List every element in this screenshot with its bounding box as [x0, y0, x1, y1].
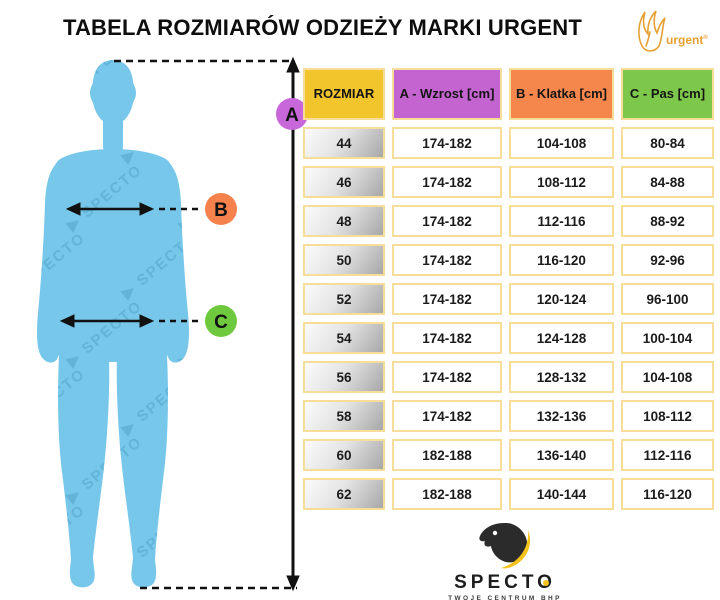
height-measure-a [114, 56, 300, 592]
watermark-text: ▶ SPECTO [175, 433, 258, 507]
column-header: A - Wzrost [cm] [392, 68, 502, 120]
watermark-text: ▶ SPECTO [0, 55, 34, 99]
value-cell: 84-88 [621, 166, 714, 198]
page-title: TABELA ROZMIARÓW ODZIEŻY MARKI URGENT [62, 15, 583, 40]
value-cell: 174-182 [392, 322, 502, 354]
value-cell: 132-136 [509, 400, 614, 432]
badge-a-label: A [285, 105, 299, 126]
footer-tagline: TWOJE CENTRUM BHP [448, 595, 562, 600]
value-cell: 174-182 [392, 127, 502, 159]
value-cell: 112-116 [509, 205, 614, 237]
value-cell: 140-144 [509, 478, 614, 510]
value-cell: 92-96 [621, 244, 714, 276]
value-cell: 80-84 [621, 127, 714, 159]
badge-c-circle [205, 305, 237, 337]
body-silhouette [37, 60, 189, 588]
value-cell: 174-182 [392, 244, 502, 276]
value-cell: 108-112 [621, 400, 714, 432]
watermark-text: ▶ SPECTO [230, 501, 310, 575]
value-cell: 104-108 [509, 127, 614, 159]
value-cell: 104-108 [621, 361, 714, 393]
value-cell: 108-112 [509, 166, 614, 198]
watermark-text: ▶ SPECTO [0, 297, 34, 371]
value-cell: 124-128 [509, 322, 614, 354]
watermark-text: ▶ SPECTO [230, 229, 310, 303]
footer-logo-text: SPECTO [454, 572, 556, 593]
arrow-right-icon [139, 202, 155, 216]
watermark-text: ▶ SPECTO [230, 365, 310, 439]
brand-name-text: urgent® [666, 33, 708, 47]
size-table: ROZMIAR A - Wzrost [cm] B - Klatka [cm] C -… [303, 68, 715, 510]
arrow-right-icon [139, 314, 155, 328]
size-cell: 46 [303, 166, 385, 198]
waist-measure-c [59, 314, 203, 328]
badge-c-label: C [214, 312, 228, 333]
value-cell: 100-104 [621, 322, 714, 354]
value-cell: 128-132 [509, 361, 614, 393]
badge-c: C [205, 305, 237, 337]
size-cell: 58 [303, 400, 385, 432]
value-cell: 182-188 [392, 478, 502, 510]
value-cell: 174-182 [392, 166, 502, 198]
arrow-left-icon [65, 202, 81, 216]
value-cell: 174-182 [392, 361, 502, 393]
badge-b-label: B [214, 200, 228, 221]
value-cell: 136-140 [509, 439, 614, 471]
size-cell: 44 [303, 127, 385, 159]
watermark-text: ▶ SPECTO [0, 161, 34, 235]
value-cell: 182-188 [392, 439, 502, 471]
value-cell: 174-182 [392, 205, 502, 237]
value-cell: 88-92 [621, 205, 714, 237]
size-cell: 54 [303, 322, 385, 354]
size-cell: 60 [303, 439, 385, 471]
column-header: ROZMIAR [303, 68, 385, 120]
eagle-icon [479, 523, 531, 569]
flame-icon [638, 10, 666, 52]
chest-measure-b [65, 202, 203, 216]
watermark-text: ▶ SPECTO [0, 433, 34, 507]
badge-a: A [276, 98, 308, 130]
arrow-up-icon [286, 56, 300, 73]
arrow-down-icon [286, 575, 300, 592]
badge-a-circle [276, 98, 308, 130]
badge-b-circle [205, 193, 237, 225]
measurement-figure: ▶ SPECTO▶ SPECTO▶ SPECTO▶ SPECTO▶ SPECTO… [0, 55, 310, 592]
column-header: B - Klatka [cm] [509, 68, 614, 120]
size-cell: 52 [303, 283, 385, 315]
size-cell: 48 [303, 205, 385, 237]
size-cell: 62 [303, 478, 385, 510]
value-cell: 96-100 [621, 283, 714, 315]
value-cell: 174-182 [392, 400, 502, 432]
urgent-brand-logo: urgent® [638, 10, 708, 52]
value-cell: 116-120 [621, 478, 714, 510]
value-cell: 174-182 [392, 283, 502, 315]
column-header: C - Pas [cm] [621, 68, 714, 120]
size-cell: 50 [303, 244, 385, 276]
value-cell: 120-124 [509, 283, 614, 315]
footer-logo: SPECTO TWOJE CENTRUM BHP [405, 522, 605, 600]
size-cell: 56 [303, 361, 385, 393]
value-cell: 112-116 [621, 439, 714, 471]
value-cell: 116-120 [509, 244, 614, 276]
badge-b: B [205, 193, 237, 225]
arrow-left-icon [59, 314, 75, 328]
